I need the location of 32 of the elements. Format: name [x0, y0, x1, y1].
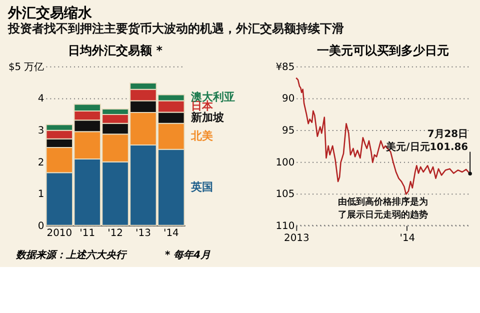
- annotation: 美元/日元101.86: [385, 140, 468, 153]
- x-tick-label: 2013: [284, 232, 310, 244]
- y-tick-label: 0: [38, 220, 44, 232]
- y-tick-label: 1: [38, 189, 44, 200]
- y-tick-label: $5 万亿: [8, 62, 44, 73]
- y-tick-label: 105: [276, 189, 295, 200]
- x-tick-label: '13: [136, 228, 151, 239]
- y-tick-label: 90: [282, 94, 295, 105]
- y-tick-label: 2: [38, 157, 44, 168]
- text: * 每年4月: [164, 249, 211, 262]
- annotation: 7月28日: [427, 128, 468, 140]
- x-tick-label: '12: [108, 228, 123, 239]
- series-label: 新加坡: [190, 110, 225, 124]
- y-tick-label: 4: [38, 94, 44, 105]
- x-tick-label: '14: [163, 228, 179, 239]
- series-label: 北美: [190, 129, 213, 142]
- y-tick-label: 95: [282, 126, 295, 136]
- y-tick-label: ¥85: [276, 62, 295, 73]
- series-label: 英国: [190, 180, 213, 194]
- y-tick-label: 3: [38, 126, 44, 136]
- x-tick-label: '14: [400, 232, 416, 244]
- text: 投资者找不到押注主要货币大波动的机遇，外汇交易额持续下滑: [7, 22, 344, 36]
- x-tick-label: '11: [80, 228, 96, 239]
- annotation: 由低到高价格排序是为了展示日元走弱的趋势: [338, 196, 428, 220]
- chart-title: 一美元可以买到多少日元: [317, 43, 450, 58]
- chart-title: 日均外汇交易额 *: [68, 43, 162, 58]
- source-note: 数据来源：上述六大央行: [14, 249, 128, 262]
- text: 外汇交易缩水: [7, 4, 94, 22]
- x-tick-label: 2010: [46, 228, 72, 239]
- y-tick-label: 100: [276, 157, 295, 168]
- line-series: [296, 77, 472, 195]
- y-tick-label: 110: [276, 220, 295, 232]
